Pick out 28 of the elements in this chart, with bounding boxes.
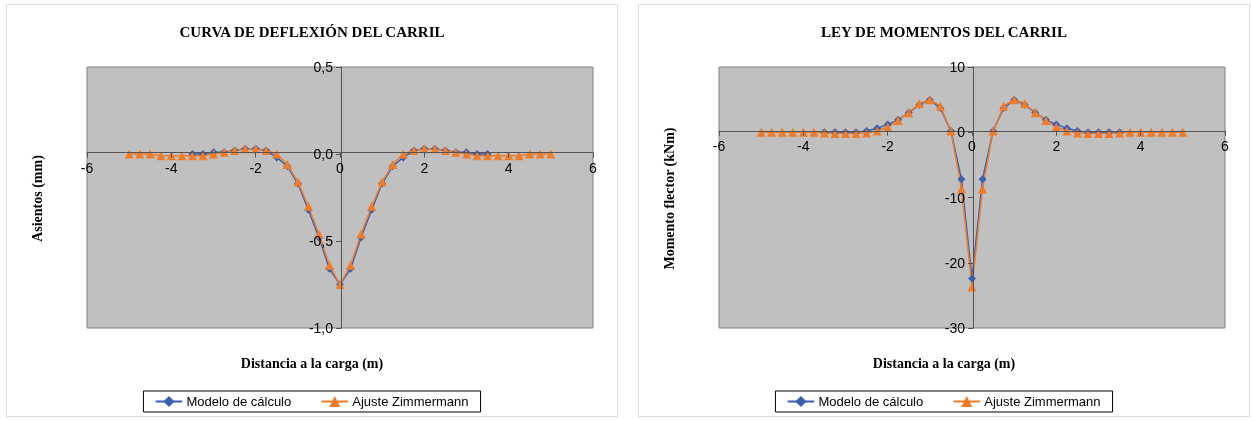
x-tick-label: 6 xyxy=(1221,137,1230,154)
x-tick-label: -6 xyxy=(80,159,94,176)
legend-label: Ajuste Zimmermann xyxy=(352,394,469,409)
x-tick-label: 2 xyxy=(1052,137,1061,154)
x-tick-label: -4 xyxy=(797,137,810,154)
x-axis-title: Distancia a la carga (m) xyxy=(872,355,1016,372)
legend-label: Modelo de cálculo xyxy=(186,394,292,409)
y-tick-label: -30 xyxy=(944,320,966,336)
y-tick-label: -1,0 xyxy=(308,320,334,336)
x-tick-label: -4 xyxy=(165,159,178,176)
x-tick-label: -2 xyxy=(249,159,263,176)
x-tick-label: 2 xyxy=(420,159,429,176)
legend-label: Ajuste Zimmermann xyxy=(984,394,1101,409)
y-axis-title: Momento flector (kNm) xyxy=(661,127,678,270)
y-tick-label: 10 xyxy=(949,59,966,75)
y-tick-label: 0,5 xyxy=(313,59,334,75)
x-tick-label: 6 xyxy=(589,159,598,176)
chart-title: CURVA DE DEFLEXIÓN DEL CARRIL xyxy=(179,23,445,40)
x-tick-label: 4 xyxy=(1136,137,1145,154)
x-tick-label: 4 xyxy=(504,159,513,176)
chart-title: LEY DE MOMENTOS DEL CARRIL xyxy=(821,23,1067,40)
legend-label: Modelo de cálculo xyxy=(818,394,924,409)
y-tick-label: -20 xyxy=(944,254,966,271)
x-axis-title: Distancia a la carga (m) xyxy=(240,355,384,372)
y-axis-title: Asientos (mm) xyxy=(29,154,46,242)
x-tick-label: -6 xyxy=(712,137,726,154)
y-tick-label: -0,5 xyxy=(308,233,334,249)
x-tick-label: -2 xyxy=(881,137,895,154)
